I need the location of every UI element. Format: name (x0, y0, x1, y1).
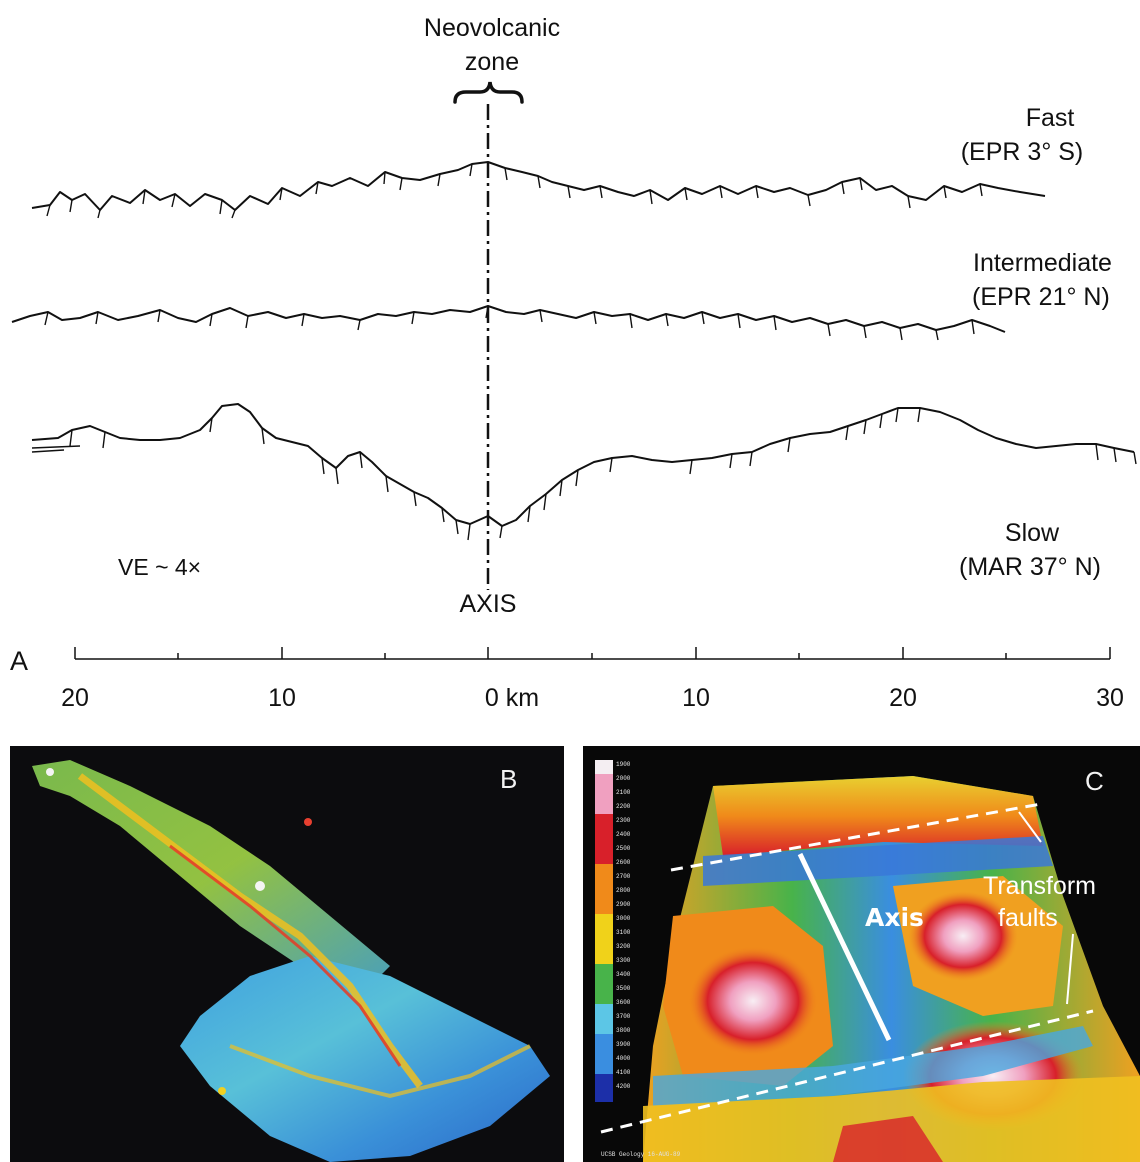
transform-fault-south (600, 1009, 1094, 1134)
intermediate-profile-fault-scarps (44, 305, 975, 341)
color-scale-label: 2900 (616, 901, 631, 908)
panel-b-bathymetry-image: B (10, 746, 564, 1162)
slow-profile-fault-scarps (31, 407, 1137, 541)
color-scale-label: 2600 (616, 859, 631, 866)
axis-label: AXIS (460, 590, 517, 618)
slow-profile-label: Slow (1005, 519, 1060, 547)
panel-c-render: 1900 2000 2100 2200 2300 2400 2500 2600 … (595, 760, 1140, 1162)
color-scale-label: 4200 (616, 1083, 631, 1090)
eastern-peak (908, 891, 1018, 981)
color-scale-label: 3000 (616, 915, 631, 922)
spreading-axis-line (797, 852, 892, 1042)
seamount-peak (218, 1087, 226, 1095)
scale-tick-label: 0 km (485, 684, 539, 712)
northern-block (713, 776, 1043, 856)
color-scale-label: 2700 (616, 873, 631, 880)
intermediate-profile-location: (EPR 21° N) (972, 283, 1110, 311)
scale-tick-label: 20 (889, 684, 917, 712)
color-scale-label: 2200 (616, 803, 631, 810)
transform-faults-label-line1: Transform (983, 872, 1096, 900)
fast-profile-line (31, 161, 1046, 211)
color-scale-label: 3700 (616, 1013, 631, 1020)
color-scale-label: 2000 (616, 775, 631, 782)
color-scale-label: 3800 (616, 1027, 631, 1034)
color-scale-label: 2300 (616, 817, 631, 824)
color-scale-label: 3300 (616, 957, 631, 964)
panel-b-letter: B (500, 764, 518, 794)
color-scale-label: 2100 (616, 789, 631, 796)
southern-block (643, 1076, 1140, 1162)
color-scale-label: 3200 (616, 943, 631, 950)
intermediate-profile-line (11, 305, 1006, 333)
neovolcanic-zone-label-line1: Neovolcanic (424, 14, 560, 42)
seamount-peak (46, 768, 54, 776)
color-scale-label: 3500 (616, 985, 631, 992)
color-scale-label: 2500 (616, 845, 631, 852)
scale-tick-label: 10 (268, 684, 296, 712)
color-scale-label: 3100 (616, 929, 631, 936)
fast-profile-location: (EPR 3° S) (961, 138, 1084, 166)
color-scale-label: 3400 (616, 971, 631, 978)
survey-block-lower (180, 956, 550, 1162)
color-scale-label: 2400 (616, 831, 631, 838)
panel-c-axis-label: Axis (865, 903, 924, 932)
panel-a-profiles: Neovolcanic zone Fast (EPR 3° S) Interme… (10, 14, 1137, 712)
axial-ridge-core (169, 844, 402, 1067)
vertical-exaggeration-label: VE ~ 4× (118, 554, 201, 580)
seamount-peak (304, 818, 312, 826)
fast-profile-fault-scarps (46, 163, 983, 219)
intermediate-profile-label: Intermediate (973, 249, 1112, 277)
scale-tick-label: 10 (682, 684, 710, 712)
color-scale-legend (595, 760, 613, 1102)
seamount-peak (255, 881, 265, 891)
color-scale-label: 4100 (616, 1069, 631, 1076)
transform-fault-north (670, 802, 1042, 872)
panel-c-relief-image: 1900 2000 2100 2200 2300 2400 2500 2600 … (583, 746, 1140, 1162)
color-scale-label: 4000 (616, 1055, 631, 1062)
fast-profile-label: Fast (1026, 104, 1075, 132)
panel-b-render (32, 760, 550, 1162)
panel-c-footer: UCSB Geology 16-AUG-89 (601, 1151, 681, 1158)
neovolcanic-zone-brace (453, 81, 524, 104)
color-scale-label: 3600 (616, 999, 631, 1006)
color-scale-label: 2800 (616, 887, 631, 894)
distance-scale-ticks (74, 647, 1111, 659)
color-scale-label: 3900 (616, 1041, 631, 1048)
panel-c-letter: C (1085, 766, 1104, 796)
color-scale-label: 1900 (616, 761, 631, 768)
color-scale-labels: 1900 2000 2100 2200 2300 2400 2500 2600 … (616, 761, 631, 1090)
transform-faults-label-line2: faults (998, 904, 1058, 932)
scale-tick-label: 20 (61, 684, 89, 712)
secondary-ridge (229, 1044, 531, 1099)
slow-profile-line (31, 403, 1135, 527)
transform-trough-north (703, 836, 1053, 886)
slow-profile-location: (MAR 37° N) (959, 553, 1101, 581)
neovolcanic-zone-label-line2: zone (465, 48, 519, 76)
panel-a-letter: A (10, 646, 28, 676)
western-peak (688, 946, 818, 1056)
southern-red (833, 1116, 943, 1162)
transform-trough-south (653, 1026, 1093, 1106)
transform-leader-south (1066, 933, 1074, 1005)
transform-leader-north (1018, 811, 1042, 843)
scale-tick-label: 30 (1096, 684, 1124, 712)
axial-ridge-highlight (77, 773, 423, 1089)
